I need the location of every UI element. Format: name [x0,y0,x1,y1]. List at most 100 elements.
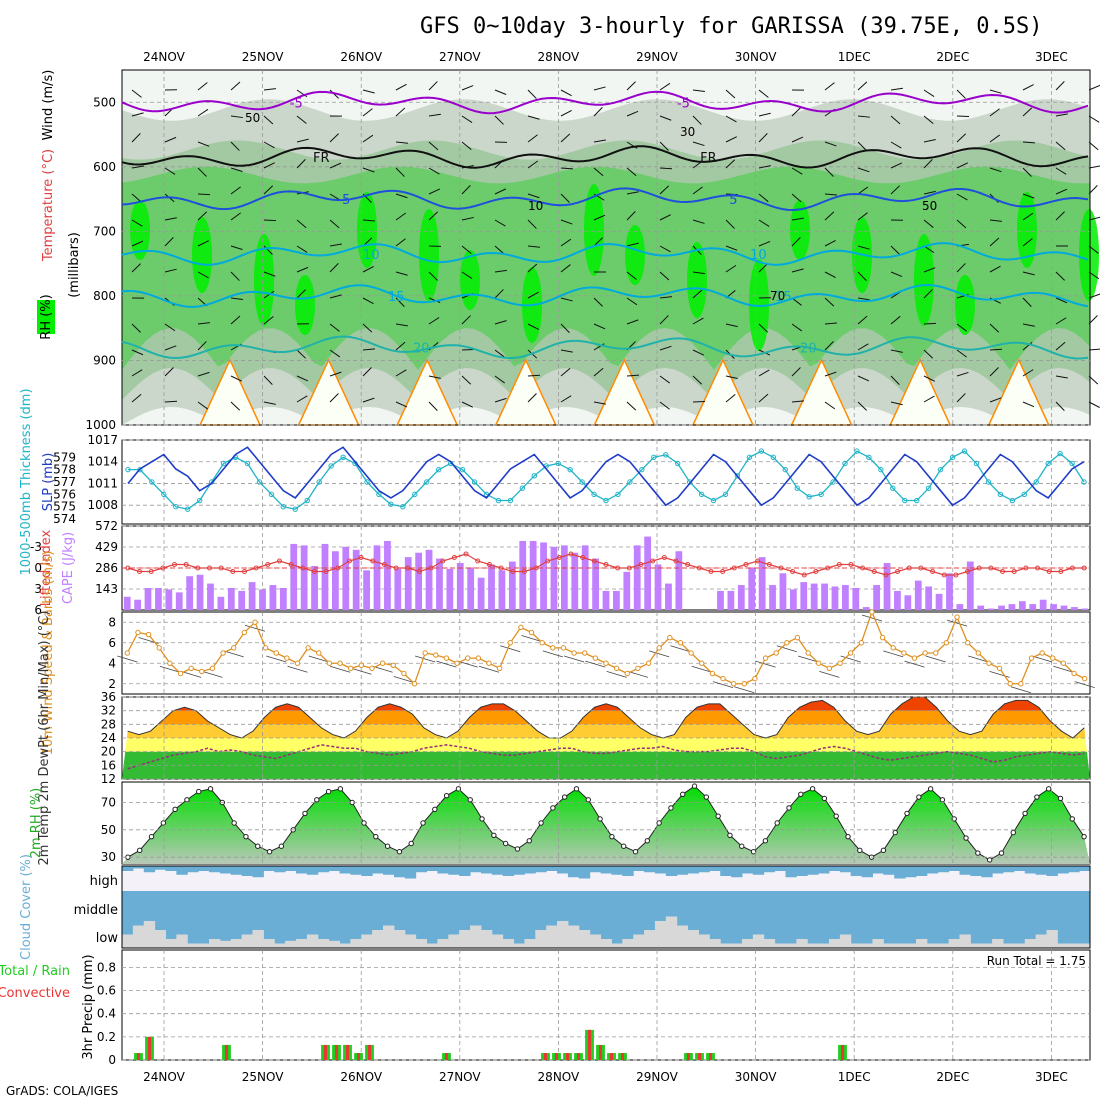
ua-ylabel: (millibars) [67,232,82,298]
cape-bar [498,570,506,610]
ua-wind-barb [956,193,968,201]
ua-wind-barb [560,89,572,97]
wind10-point [1018,681,1024,687]
wind10-point [465,655,471,661]
wind10-barb [627,670,649,678]
rh2m-point [845,833,851,840]
top-day-label: 1DEC [838,50,871,64]
ua-wind-barb [461,185,471,195]
thickness-point [675,460,681,467]
ua-wind-barb [428,401,438,411]
ua-wind-barb [296,349,306,359]
cloud-low-bar [459,930,471,948]
cloud-low-bar [665,916,678,948]
precip-conv-bar [566,1053,569,1060]
cloud-low-bar [741,939,754,948]
bottom-day-label: 29NOV [636,1070,678,1084]
li-point [381,562,387,567]
ua-wind-barb [560,219,573,225]
cloud-frame [121,865,1091,949]
ua-wind-barb [329,371,342,377]
ua-wind-barb [791,367,801,377]
ua-wind-barb [923,375,936,382]
ua-wind-barb [428,113,441,117]
cape-bar [779,573,787,610]
ua-wind-barb [263,316,274,325]
ua-wind-barb [659,115,672,121]
cloud-low-bar [263,939,275,948]
ua-wind-barb [1022,212,1034,221]
ua-wind-barb [263,245,273,255]
li-point [416,569,422,574]
wind10-point [496,665,503,672]
cloud-high-bar [557,866,569,874]
precip-conv-bar [544,1053,547,1060]
ua-wind-barb [989,397,1002,403]
isotherm-label: -5 [677,96,690,111]
li-point [440,558,446,564]
li-point [895,569,901,574]
ua-wind-barb [1022,107,1033,117]
cape-bar [1050,604,1057,610]
ua-wind-barb [593,107,603,117]
cape-bar [873,585,881,610]
cloud-high-bar [252,866,264,878]
cloud-high-bar [589,866,602,873]
thickness-ytick: 576 [53,487,76,501]
wind10-point [847,650,854,656]
cape-bar [456,563,464,610]
cape-bar [560,545,568,610]
cape-bar [1081,608,1089,610]
ua-wind-barb [263,162,275,169]
top-day-label: 30NOV [735,50,777,64]
cloud-low-bar [926,943,939,948]
cloud-high-bar [241,866,254,876]
ua-wind-barb [494,245,505,255]
cape-bar [800,582,808,610]
top-day-label: 3DEC [1035,50,1068,64]
cloud-low-bar [241,934,254,948]
ua-wind-barb [956,393,966,403]
ua-wind-barb [362,89,375,94]
ua-wind-barb [164,167,176,175]
precip-frame [121,949,1091,1061]
cape-bar [217,596,225,610]
wind10-point [709,670,716,677]
wind10-point [720,675,726,682]
rh2m-point [597,816,603,822]
cloud-low-bar [470,925,482,948]
rh2m-point [1034,794,1040,800]
ua-wind-barb [362,108,373,117]
precip-conv-bar [621,1053,624,1060]
thickness-point [340,454,346,460]
rh2m-point [1022,810,1028,817]
cape-bar [904,595,912,610]
ua-wind-barb [659,296,672,299]
li-point [708,569,714,574]
isotherm-label: 10 [363,248,380,263]
cloud-high-bar [339,866,351,874]
ua-wind-barb [560,395,572,403]
wind10-point [933,650,939,656]
precip-conv-bar [698,1053,701,1060]
wind10-point [752,675,758,682]
li-point [136,569,142,574]
ua-wind-barb [758,133,768,143]
li-point [801,572,807,578]
li-point [1000,569,1006,574]
rh2m-area [122,786,1090,864]
wind10-point [348,665,354,672]
ua-wind-barb [593,323,606,330]
wind10-point [539,640,545,646]
li-point [265,562,271,567]
isotherm-label: 5 [729,193,737,208]
ua-wind-barb [1088,185,1098,195]
wind10-point [784,640,790,646]
rh2m-point [1081,833,1087,840]
ua-wind-barb [395,238,406,247]
cloud-high-bar [807,866,819,875]
ua-wind-barb [791,193,802,203]
cloud-low-bar [372,930,384,948]
cape-bar [665,583,672,610]
cloud-high-bar [741,866,754,874]
